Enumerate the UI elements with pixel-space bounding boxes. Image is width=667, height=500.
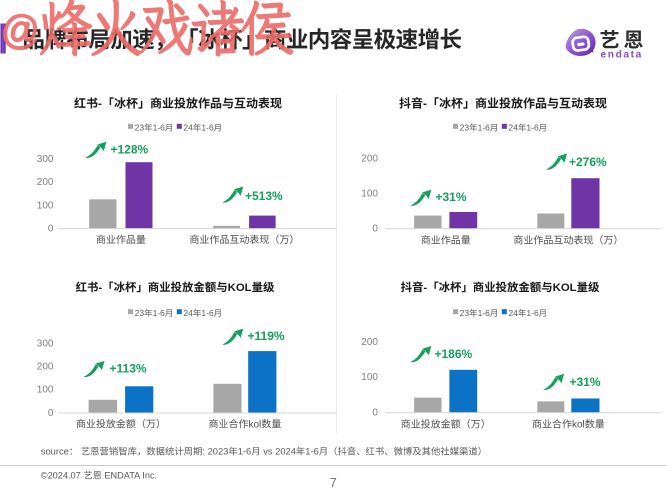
svg-text:23: 23 xyxy=(460,123,470,133)
svg-text:24: 24 xyxy=(508,123,518,133)
svg-text:0: 0 xyxy=(48,408,54,419)
svg-text:23: 23 xyxy=(135,123,145,133)
svg-text:0: 0 xyxy=(372,224,378,235)
svg-text:0: 0 xyxy=(48,224,54,235)
svg-text:1-6: 1-6 xyxy=(526,308,539,318)
svg-text:-: - xyxy=(423,282,427,294)
svg-text:300: 300 xyxy=(37,338,54,349)
svg-text:KOL: KOL xyxy=(228,282,252,294)
svg-text:100: 100 xyxy=(361,189,378,200)
svg-text:kol: kol xyxy=(572,420,585,431)
svg-text:100: 100 xyxy=(37,385,54,396)
svg-text:23: 23 xyxy=(135,308,145,318)
svg-text:-: - xyxy=(423,97,427,111)
svg-text:0: 0 xyxy=(372,408,378,419)
svg-text:24: 24 xyxy=(183,123,193,133)
svg-text:-: - xyxy=(98,97,102,111)
svg-text:+119%: +119% xyxy=(248,329,285,343)
svg-text:kol: kol xyxy=(249,419,262,430)
svg-text:1-6: 1-6 xyxy=(201,308,214,318)
svg-text:24: 24 xyxy=(183,308,193,318)
svg-text:1-6: 1-6 xyxy=(526,123,539,133)
svg-text:1-6: 1-6 xyxy=(153,308,166,318)
svg-text:endata: endata xyxy=(601,49,643,60)
svg-text:300: 300 xyxy=(37,154,54,165)
svg-text:24: 24 xyxy=(508,308,518,318)
svg-text:+31%: +31% xyxy=(570,375,601,389)
svg-text:source: source xyxy=(41,447,69,457)
svg-text:-: - xyxy=(98,282,102,294)
svg-text:1-6: 1-6 xyxy=(153,123,166,133)
svg-text:100: 100 xyxy=(37,200,54,211)
svg-text:7: 7 xyxy=(330,476,337,490)
svg-text:+513%: +513% xyxy=(245,189,283,203)
svg-text:200: 200 xyxy=(37,362,54,373)
svg-text:1-6: 1-6 xyxy=(305,447,319,457)
svg-text:+113%: +113% xyxy=(110,362,147,376)
svg-text:: 2023: : 2023 xyxy=(202,447,228,457)
svg-text:200: 200 xyxy=(361,154,378,165)
svg-text:KOL: KOL xyxy=(553,282,577,294)
svg-text:100: 100 xyxy=(361,372,378,383)
svg-text:©2024.07: ©2024.07 xyxy=(41,471,84,481)
svg-text:+276%: +276% xyxy=(569,155,607,169)
svg-text:vs 2024: vs 2024 xyxy=(261,447,296,457)
svg-text:+186%: +186% xyxy=(435,347,473,361)
svg-text:1-6: 1-6 xyxy=(238,447,252,457)
svg-text:200: 200 xyxy=(361,337,378,348)
svg-text:ENDATA Inc.: ENDATA Inc. xyxy=(102,471,157,481)
svg-text:+128%: +128% xyxy=(111,143,149,157)
svg-text:1-6: 1-6 xyxy=(201,123,214,133)
svg-text:+31%: +31% xyxy=(436,190,467,204)
svg-text:23: 23 xyxy=(460,308,470,318)
svg-text:200: 200 xyxy=(37,177,54,188)
svg-text:1-6: 1-6 xyxy=(478,123,491,133)
svg-text:1-6: 1-6 xyxy=(478,308,491,318)
